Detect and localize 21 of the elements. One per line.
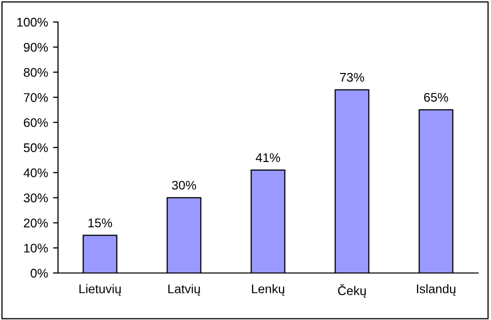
y-tick-label: 30% [24,194,48,202]
x-tick-label: Lenkų [252,284,284,296]
y-tick-label: 50% [24,143,48,152]
data-label: 65% [424,92,448,102]
x-tick-label: Islandų [417,284,456,296]
x-tick-label: Čekų [338,284,366,298]
data-label: 41% [256,153,280,162]
x-tick-label: Lietuvių [79,284,121,296]
y-tick-label: 90% [24,42,48,52]
y-tick-label: 70% [24,93,48,102]
y-tick-label: 20% [24,218,48,228]
y-tick-label: 40% [24,168,48,178]
y-tick-label: 80% [24,68,48,77]
data-label: 30% [172,180,196,190]
y-tick-label: 0% [30,268,48,278]
x-tick-label: Latvių [168,284,200,296]
data-label: 73% [340,72,364,82]
y-tick-label: 100% [17,18,48,27]
data-label: 15% [88,218,112,228]
y-tick-label: 60% [24,118,48,128]
y-tick-label: 10% [24,244,48,253]
